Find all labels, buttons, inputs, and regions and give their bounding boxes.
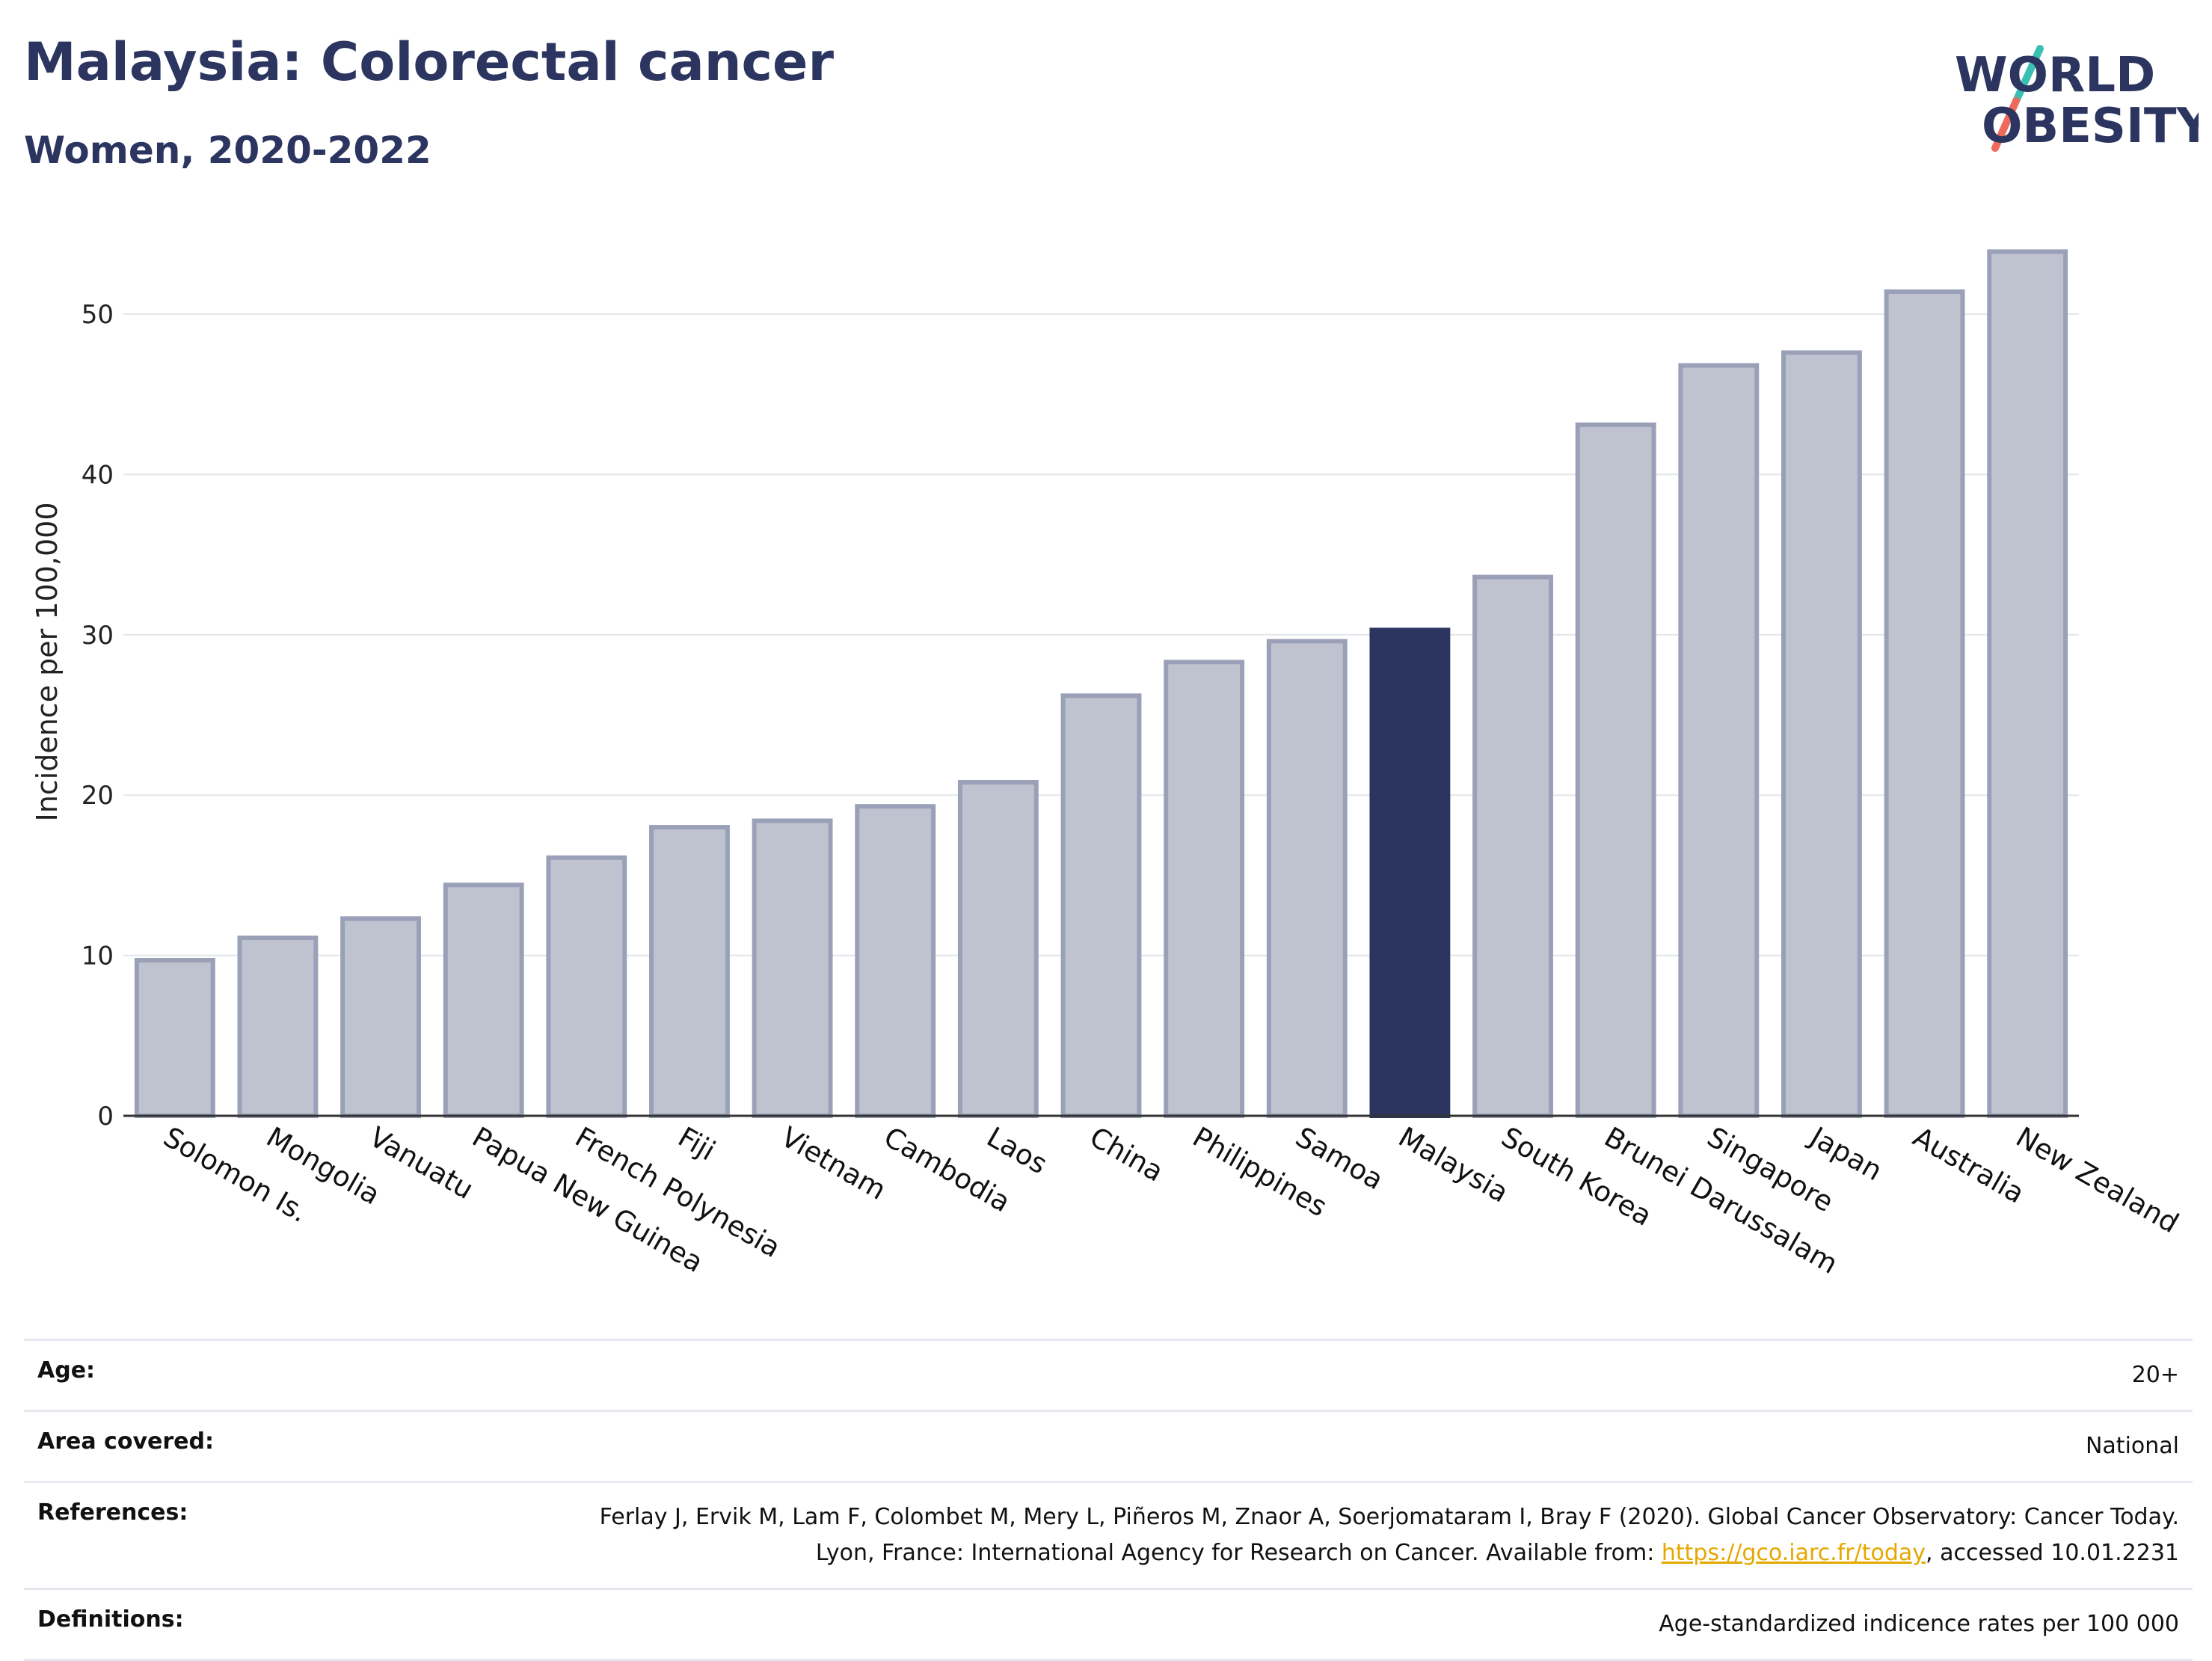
info-row-definitions: Definitions: Age-standardized indicence … [24,1588,2193,1661]
bar [1472,574,1553,1118]
bar [957,780,1039,1118]
logo-slash-bottom [1991,97,2020,152]
bar [340,916,422,1118]
y-tick-label: 10 [82,942,114,971]
bar [649,825,730,1118]
y-axis-label: Incidence per 100,000 [31,502,64,821]
references-label: References: [37,1499,188,1526]
logo-text-line2: OBESITY [1982,99,2199,154]
x-tick-label: Vietnam [775,1121,891,1206]
info-row-references: References: Ferlay J, Ervik M, Lam F, Co… [24,1481,2193,1588]
age-label: Age: [37,1357,96,1384]
references-text: Ferlay J, Ervik M, Lam F, Colombet M, Me… [599,1504,2179,1566]
y-tick-label: 40 [82,460,114,490]
world-obesity-logo: WORLD OBESITY [1955,45,2199,154]
bars [134,249,2068,1119]
bar [134,958,215,1118]
bar [546,855,627,1119]
y-tick-label: 30 [82,621,114,651]
age-value: 20+ [2131,1362,2179,1388]
logo-text-line1: WORLD [1955,48,2155,103]
y-tick-label: 0 [97,1102,114,1132]
y-tick-labels: 0 10 20 30 40 50 [82,300,114,1132]
bar [237,936,319,1118]
definitions-value: Age-standardized indicence rates per 100… [1659,1611,2179,1637]
bar [1164,660,1245,1118]
bar [1060,693,1142,1118]
bar-chart: 0 10 20 30 40 50 Solomon Is.MongoliaVanuatuPa… [31,249,2184,1280]
bar-highlight [1369,627,1451,1118]
bar [1781,350,1862,1118]
bar [855,804,936,1118]
x-tick-label: New Zealand [2011,1121,2184,1240]
info-table: Age: 20+ Area covered: National Referenc… [24,1339,2193,1661]
bar [1266,639,1348,1118]
area-value: National [2085,1433,2179,1459]
chart-title: Malaysia: Colorectal cancer [24,31,835,93]
bar [1987,249,2068,1118]
info-row-age: Age: 20+ [24,1339,2193,1410]
bar [1678,363,1760,1119]
bar [752,818,833,1119]
x-tick-label: Vanuatu [364,1121,479,1206]
info-row-area: Area covered: National [24,1410,2193,1481]
definitions-label: Definitions: [37,1606,184,1633]
chart-subtitle: Women, 2020-2022 [24,129,431,172]
logo-slash-top [2012,45,2044,105]
x-tick-label: Australia [1908,1121,2030,1210]
x-tick-label: Fiji [672,1121,720,1167]
x-tick-label: Laos [981,1121,1052,1181]
area-label: Area covered: [37,1428,214,1455]
y-tick-label: 50 [82,300,114,330]
x-tick-label: Malaysia [1393,1121,1514,1209]
bar [1884,289,1965,1118]
references-accessed: , accessed 10.01.2231 [1926,1540,2179,1566]
y-tick-label: 20 [82,781,114,811]
x-tick-label: China [1084,1121,1169,1188]
references-value: Ferlay J, Ervik M, Lam F, Colombet M, Me… [579,1499,2179,1571]
bar [443,882,524,1119]
bar [1575,422,1656,1118]
references-link[interactable]: https://gco.iarc.fr/today [1661,1540,1926,1566]
